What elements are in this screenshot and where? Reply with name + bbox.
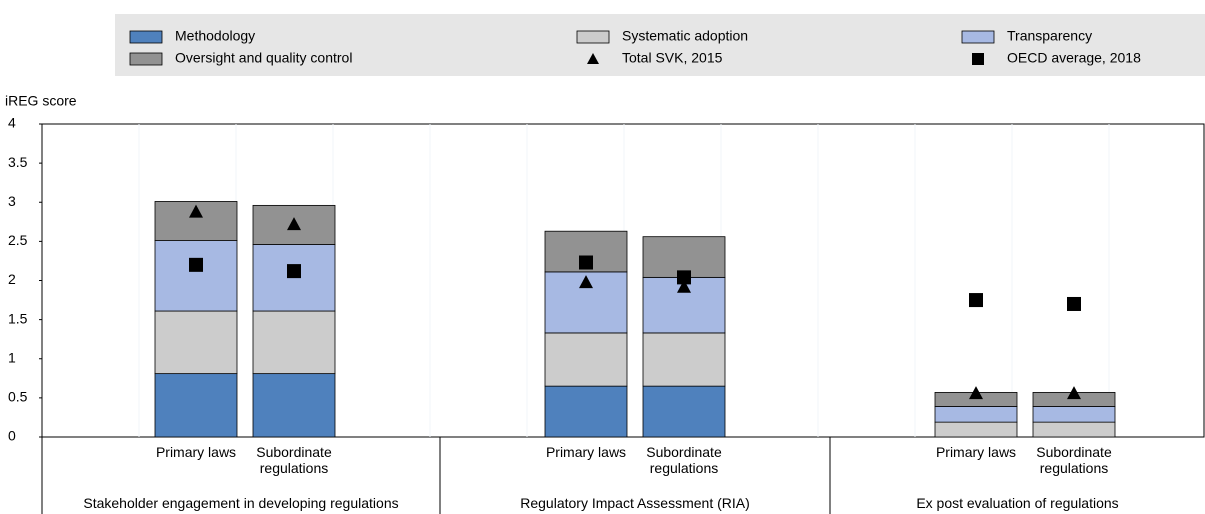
x-tick-label: Primary laws [935,444,1017,460]
bar-segment [934,406,1018,423]
legend-swatch [129,30,163,44]
bar-segment [642,332,726,387]
legend-label: Transparency [1007,28,1092,44]
legend-box [115,14,1205,76]
marker-triangle [677,279,691,293]
legend-swatch [587,53,599,64]
bar-segment [544,332,628,387]
bar-segment [154,310,238,375]
bar-segment [154,373,238,438]
marker-triangle [969,386,983,400]
x-tick-label: Primary laws [545,444,627,460]
marker-square [677,270,691,285]
marker-square [287,264,301,279]
bar-segment [252,310,336,375]
y-tick-label: 4 [8,115,16,131]
marker-triangle [1067,386,1081,400]
bar-segment [1032,421,1116,438]
bar-segment [154,240,238,312]
x-tick-label: Primary laws [155,444,237,460]
y-tick-label: 0 [8,428,16,444]
x-tick-label: Subordinate regulations [646,444,722,476]
legend-swatch [129,52,163,66]
legend-label: Systematic adoption [622,28,748,44]
group-label: Ex post evaluation of regulations [916,495,1119,511]
bar-segment [1032,406,1116,423]
marker-square [579,255,593,270]
y-tick-label: 3.5 [8,154,28,170]
marker-triangle [579,275,593,289]
marker-triangle [287,217,301,231]
x-tick-label: Subordinate regulations [256,444,332,476]
y-tick-label: 1 [8,349,16,365]
x-tick-label: Subordinate regulations [1036,444,1112,476]
marker-square [189,257,203,272]
y-tick-label: 1.5 [8,310,28,326]
y-tick-label: 2 [8,271,16,287]
legend-label: Methodology [175,28,255,44]
group-label: Regulatory Impact Assessment (RIA) [520,495,750,511]
y-tick-label: 2.5 [8,232,28,248]
legend-label: Total SVK, 2015 [622,50,723,66]
legend-label: OECD average, 2018 [1007,50,1141,66]
legend-swatch [576,30,610,44]
legend-label: Oversight and quality control [175,50,352,66]
y-tick-label: 3 [8,193,16,209]
legend-swatch [961,30,995,44]
marker-square [969,293,983,308]
bar-segment [934,421,1018,438]
bar-segment [544,385,628,438]
y-axis-label: iREG score [5,93,77,109]
group-label: Stakeholder engagement in developing reg… [83,495,399,511]
bar-segment [252,373,336,438]
legend-swatch [972,53,984,65]
bar-segment [642,385,726,438]
y-tick-label: 0.5 [8,389,28,405]
marker-square [1067,296,1081,311]
marker-triangle [189,204,203,218]
